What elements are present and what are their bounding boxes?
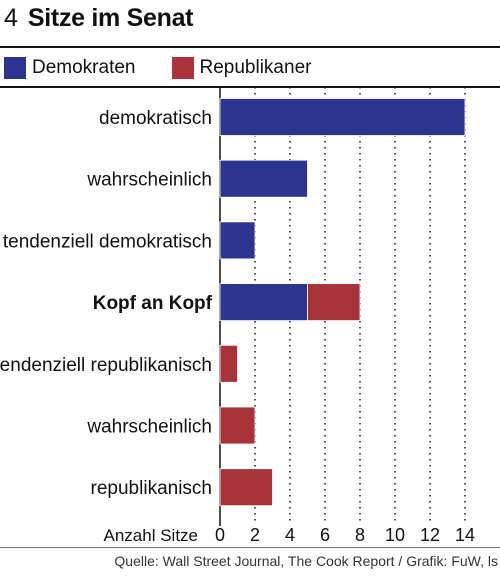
x-tick-label: 0 [215, 525, 225, 545]
category-label: demokratisch [99, 108, 212, 129]
x-tick-label: 6 [320, 525, 330, 545]
legend: Demokraten Republikaner [4, 54, 347, 82]
bar-republikaner [219, 344, 238, 383]
source-note: Quelle: Wall Street Journal, The Cook Re… [114, 553, 498, 569]
chart-title: Sitze im Senat [27, 4, 194, 32]
bar-republikaner [219, 468, 273, 507]
legend-swatch-demokraten [4, 57, 26, 79]
title-rule [0, 46, 500, 48]
chart-number: 4 [4, 4, 18, 32]
legend-label-republikaner: Republikaner [199, 57, 312, 78]
x-tick-label: 8 [355, 525, 365, 545]
category-label: Kopf an Kopf [93, 293, 213, 314]
x-tick-label: 14 [455, 525, 475, 545]
bar-demokraten [219, 283, 308, 322]
x-tick-label: 4 [285, 525, 295, 545]
category-label: tendenziell demokratisch [3, 231, 212, 252]
category-label: wahrscheinlich [86, 170, 212, 191]
legend-label-demokraten: Demokraten [32, 57, 136, 78]
x-tick-label: 10 [385, 525, 405, 545]
category-label: republikanisch [91, 478, 212, 499]
category-label: tendenziell republikanisch [0, 355, 212, 376]
legend-swatch-republikaner [171, 57, 194, 79]
bar-demokraten [219, 159, 308, 198]
bar-republikaner [307, 283, 361, 322]
bar-demokraten [219, 98, 466, 136]
category-label: wahrscheinlich [86, 417, 212, 438]
bar-republikaner [219, 406, 256, 445]
x-tick-label: 12 [420, 525, 440, 545]
chart-title-row: 4 Sitze im Senat [4, 4, 194, 38]
legend-item-demokraten: Demokraten [4, 57, 136, 79]
footer-rule [0, 547, 500, 548]
legend-rule [0, 86, 500, 88]
x-tick-label: 2 [250, 525, 260, 545]
x-axis-label: Anzahl Sitze [104, 526, 199, 545]
legend-item-republikaner: Republikaner [171, 57, 312, 79]
bar-demokraten [219, 221, 256, 260]
